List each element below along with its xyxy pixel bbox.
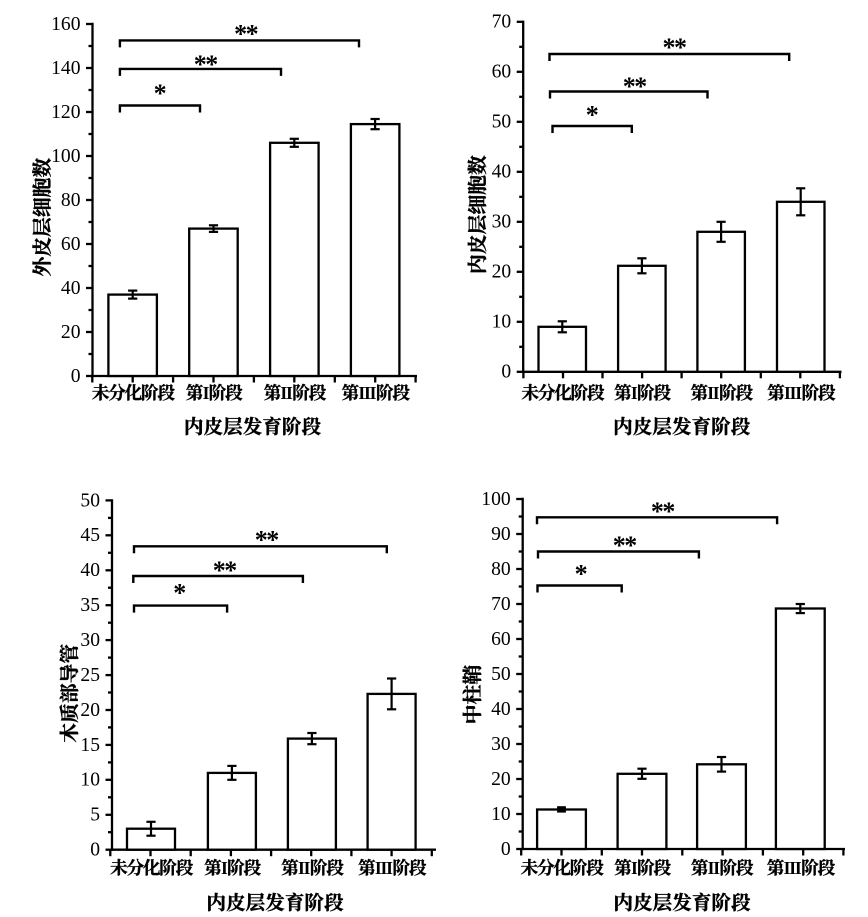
svg-text:60: 60: [492, 62, 512, 83]
svg-text:0: 0: [501, 839, 511, 860]
svg-text:II: II: [708, 858, 721, 878]
svg-text:160: 160: [51, 14, 81, 35]
svg-text:10: 10: [492, 312, 512, 333]
svg-text:I: I: [631, 858, 638, 878]
svg-text:60: 60: [61, 234, 81, 255]
svg-text:*: *: [173, 578, 185, 607]
svg-text:I: I: [203, 383, 210, 403]
svg-text:III: III: [784, 383, 802, 403]
svg-text:50: 50: [491, 664, 511, 685]
svg-text:20: 20: [492, 262, 512, 283]
svg-text:II: II: [298, 858, 311, 878]
svg-text:70: 70: [492, 12, 512, 33]
svg-text:30: 30: [80, 630, 100, 651]
svg-text:II: II: [280, 383, 293, 403]
svg-text:0: 0: [90, 840, 100, 861]
svg-text:I: I: [221, 858, 228, 878]
svg-text:60: 60: [491, 629, 511, 650]
svg-text:10: 10: [491, 804, 511, 825]
svg-text:III: III: [375, 858, 393, 878]
svg-text:I: I: [631, 383, 638, 403]
svg-text:**: **: [213, 556, 237, 585]
svg-text:40: 40: [61, 278, 81, 299]
svg-text:*: *: [154, 79, 166, 108]
svg-text:50: 50: [80, 490, 100, 511]
svg-text:30: 30: [491, 734, 511, 755]
svg-text:15: 15: [80, 735, 100, 756]
svg-text:5: 5: [90, 805, 100, 826]
svg-text:25: 25: [80, 665, 100, 686]
svg-text:**: **: [663, 33, 687, 62]
svg-text:40: 40: [491, 699, 511, 720]
svg-text:90: 90: [491, 524, 511, 545]
svg-text:100: 100: [51, 146, 81, 167]
svg-text:20: 20: [491, 769, 511, 790]
svg-text:0: 0: [71, 366, 81, 387]
svg-text:20: 20: [80, 700, 100, 721]
svg-text:**: **: [651, 497, 675, 526]
svg-text:**: **: [623, 72, 647, 101]
svg-text:III: III: [784, 858, 802, 878]
svg-text:140: 140: [51, 58, 81, 79]
svg-text:*: *: [586, 100, 598, 129]
svg-text:80: 80: [61, 190, 81, 211]
svg-text:III: III: [358, 383, 376, 403]
svg-text:**: **: [234, 19, 258, 48]
svg-text:**: **: [613, 531, 637, 560]
svg-text:100: 100: [481, 489, 511, 510]
svg-text:40: 40: [492, 162, 512, 183]
svg-text:10: 10: [80, 770, 100, 791]
svg-text:30: 30: [492, 212, 512, 233]
svg-text:II: II: [707, 383, 720, 403]
svg-text:120: 120: [51, 102, 81, 123]
svg-text:**: **: [255, 526, 279, 555]
svg-text:35: 35: [80, 595, 100, 616]
svg-text:50: 50: [492, 112, 512, 133]
svg-text:*: *: [575, 560, 587, 589]
svg-text:70: 70: [491, 594, 511, 615]
svg-text:45: 45: [80, 525, 100, 546]
svg-text:20: 20: [61, 322, 81, 343]
svg-text:**: **: [194, 50, 218, 79]
svg-text:40: 40: [80, 560, 100, 581]
svg-text:80: 80: [491, 559, 511, 580]
svg-text:0: 0: [501, 362, 511, 383]
